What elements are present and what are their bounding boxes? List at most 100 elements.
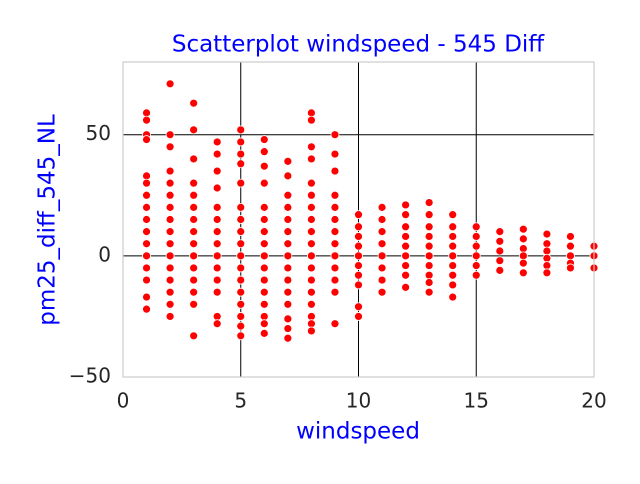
point — [189, 287, 199, 297]
point — [354, 280, 363, 290]
point — [306, 319, 316, 329]
point — [189, 275, 199, 285]
point — [189, 263, 199, 273]
point — [236, 287, 246, 297]
point — [377, 263, 387, 273]
point — [495, 265, 505, 275]
point — [354, 261, 363, 270]
point — [283, 251, 293, 261]
point — [259, 263, 269, 273]
point — [236, 275, 246, 285]
point — [448, 251, 458, 261]
point — [495, 246, 505, 256]
point — [377, 275, 387, 285]
point — [165, 178, 175, 188]
point — [306, 299, 316, 309]
point — [471, 232, 481, 241]
point — [165, 227, 175, 237]
point — [283, 215, 293, 224]
point — [306, 227, 316, 237]
point — [354, 251, 363, 261]
point — [142, 178, 151, 188]
point — [165, 215, 175, 224]
point — [377, 239, 387, 249]
point — [236, 159, 246, 169]
point — [142, 115, 151, 125]
point — [471, 261, 481, 270]
point — [259, 215, 269, 224]
point — [448, 261, 458, 270]
point — [142, 215, 151, 224]
point — [212, 227, 222, 237]
point — [189, 215, 199, 224]
point — [306, 326, 316, 336]
point — [212, 275, 222, 285]
point — [189, 98, 199, 108]
x-tick-label: 5 — [234, 389, 247, 413]
point — [542, 239, 552, 249]
point — [212, 166, 222, 176]
point — [165, 202, 175, 212]
point — [236, 125, 246, 135]
point — [448, 222, 458, 232]
point — [259, 135, 269, 144]
point — [165, 239, 175, 249]
point — [330, 239, 340, 249]
point — [330, 227, 340, 237]
point — [401, 282, 411, 292]
point — [306, 178, 316, 188]
point — [401, 200, 411, 210]
point — [283, 324, 293, 333]
point — [424, 278, 434, 287]
point — [518, 268, 528, 278]
point — [283, 190, 293, 200]
point — [306, 251, 316, 261]
point — [283, 287, 293, 297]
point — [518, 258, 528, 268]
point — [165, 142, 175, 152]
point — [142, 292, 151, 302]
point — [401, 210, 411, 220]
point — [283, 263, 293, 273]
point — [142, 190, 151, 200]
point — [306, 190, 316, 200]
point — [306, 239, 316, 249]
point — [354, 270, 363, 280]
point — [236, 299, 246, 309]
point — [283, 314, 293, 324]
point — [518, 224, 528, 234]
point — [142, 304, 151, 314]
point — [142, 275, 151, 285]
point — [448, 280, 458, 290]
point — [424, 287, 434, 297]
y-tick-label: −50 — [69, 364, 111, 388]
point — [401, 261, 411, 270]
point — [236, 215, 246, 224]
point — [236, 227, 246, 237]
point — [306, 215, 316, 224]
point — [424, 261, 434, 270]
point — [259, 227, 269, 237]
point — [542, 261, 552, 270]
point — [377, 202, 387, 212]
point — [283, 156, 293, 166]
point — [330, 319, 340, 329]
point — [236, 202, 246, 212]
point — [165, 190, 175, 200]
point — [189, 239, 199, 249]
point — [354, 232, 363, 241]
point — [259, 319, 269, 329]
point — [165, 275, 175, 285]
point — [354, 241, 363, 251]
point — [283, 299, 293, 309]
point — [236, 321, 246, 331]
point — [236, 312, 246, 321]
point — [448, 241, 458, 251]
point — [236, 263, 246, 273]
point — [236, 251, 246, 261]
plot-frame — [122, 61, 595, 378]
point — [424, 198, 434, 207]
point — [330, 190, 340, 200]
point — [330, 149, 340, 159]
